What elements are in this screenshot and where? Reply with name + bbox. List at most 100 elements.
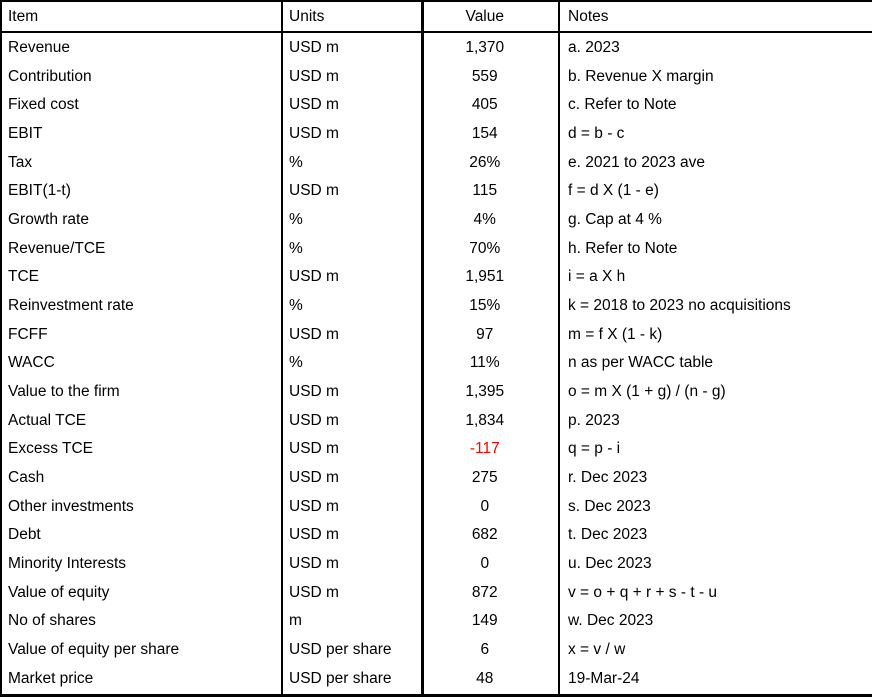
cell-units[interactable]: %	[282, 348, 424, 378]
cell-notes[interactable]: m = f X (1 - k)	[568, 325, 663, 343]
cell-units[interactable]: USD per share	[282, 635, 424, 665]
cell-item[interactable]: Reinvestment rate	[1, 291, 283, 321]
cell-units[interactable]: %	[282, 148, 424, 177]
cell-notes[interactable]: n as per WACC table	[568, 354, 714, 372]
cell-units[interactable]: USD m	[282, 492, 424, 522]
cell-units[interactable]: USD m	[282, 62, 424, 91]
cell-value[interactable]: 97	[422, 320, 560, 349]
cell-value[interactable]: 6	[422, 635, 560, 665]
cell-notes[interactable]: h. Refer to Note	[568, 239, 678, 257]
cell-notes[interactable]: c. Refer to Note	[568, 96, 677, 114]
cell-notes[interactable]: a. 2023	[568, 38, 620, 56]
cell-notes[interactable]: o = m X (1 + g) / (n - g)	[568, 382, 726, 400]
cell-item[interactable]: Growth rate	[1, 205, 283, 235]
cell-units[interactable]: USD m	[282, 406, 424, 435]
cell-notes[interactable]: x = v / w	[568, 641, 626, 659]
cell-item[interactable]: No of shares	[1, 607, 283, 636]
cell-value[interactable]: 0	[422, 492, 560, 522]
cell-notes[interactable]: w. Dec 2023	[568, 612, 654, 630]
table-row: Revenue USD m 1,370 a. 2023	[1, 32, 872, 63]
cell-value[interactable]: 0	[422, 549, 560, 579]
cell-value[interactable]: 70%	[422, 234, 560, 263]
cell-notes[interactable]: v = o + q + r + s - t - u	[568, 583, 718, 601]
cell-notes[interactable]: p. 2023	[568, 411, 620, 429]
cell-value[interactable]: 26%	[422, 148, 560, 177]
cell-units[interactable]: USD m	[282, 435, 424, 464]
cell-units[interactable]: USD m	[282, 578, 424, 608]
cell-units[interactable]: USD m	[282, 377, 424, 407]
cell-value[interactable]: 1,951	[422, 262, 560, 292]
cell-notes[interactable]: d = b - c	[568, 124, 625, 142]
cell-item[interactable]: Cash	[1, 463, 283, 493]
cell-notes[interactable]: q = p - i	[568, 440, 621, 458]
cell-item[interactable]: Revenue	[1, 32, 283, 63]
cell-item[interactable]: FCFF	[1, 320, 283, 349]
cell-item[interactable]: Actual TCE	[1, 406, 283, 435]
cell-notes[interactable]: 19-Mar-24	[568, 670, 640, 688]
cell-units[interactable]: USD m	[282, 119, 424, 149]
cell-notes[interactable]: r. Dec 2023	[568, 469, 648, 486]
cell-item[interactable]: TCE	[1, 262, 283, 292]
cell-value[interactable]: 872	[422, 578, 560, 608]
cell-value[interactable]: 15%	[422, 291, 560, 321]
cell-value[interactable]: 115	[422, 176, 560, 206]
cell-value[interactable]: 154	[422, 119, 560, 149]
table-row: WACC % 11% n as per WACC table	[1, 348, 872, 378]
cell-item[interactable]: Excess TCE	[1, 435, 283, 464]
cell-units[interactable]: USD m	[282, 549, 424, 579]
cell-value[interactable]: 1,834	[422, 406, 560, 435]
cell-value[interactable]: 275	[422, 463, 560, 493]
cell-notes[interactable]: s. Dec 2023	[568, 497, 651, 515]
cell-value[interactable]: 1,395	[422, 377, 560, 407]
cell-notes[interactable]: k = 2018 to 2023 no acquisitions	[568, 296, 791, 314]
cell-item[interactable]: WACC	[1, 348, 283, 378]
cell-item[interactable]: Minority Interests	[1, 549, 283, 579]
cell-item[interactable]: Tax	[1, 148, 283, 177]
cell-value[interactable]: 48	[422, 664, 560, 696]
cell-item[interactable]: Value to the firm	[1, 377, 283, 407]
cell-units[interactable]: %	[282, 205, 424, 235]
cell-units[interactable]: USD m	[282, 521, 424, 550]
header-cell-value[interactable]: Value	[422, 1, 560, 33]
cell-notes[interactable]: u. Dec 2023	[568, 555, 652, 573]
cell-notes[interactable]: b. Revenue X margin	[568, 67, 714, 85]
cell-value[interactable]: 4%	[422, 205, 560, 235]
table-row: No of shares m 149 w. Dec 2023	[1, 607, 872, 636]
cell-units[interactable]: USD m	[282, 176, 424, 206]
cell-units[interactable]: USD per share	[282, 664, 424, 696]
cell-notes[interactable]: t. Dec 2023	[568, 526, 648, 544]
cell-units[interactable]: m	[282, 607, 424, 636]
cell-value[interactable]: 11%	[422, 348, 560, 378]
cell-item[interactable]: EBIT	[1, 119, 283, 149]
cell-value[interactable]: 682	[422, 521, 560, 550]
cell-notes[interactable]: f = d X (1 - e)	[568, 182, 659, 200]
cell-item[interactable]: Other investments	[1, 492, 283, 522]
cell-units[interactable]: USD m	[282, 32, 424, 63]
cell-notes[interactable]: i = a X h	[568, 268, 626, 286]
cell-units[interactable]: USD m	[282, 320, 424, 349]
cell-item[interactable]: Value of equity	[1, 578, 283, 608]
cell-item[interactable]: Revenue/TCE	[1, 234, 283, 263]
cell-item[interactable]: Contribution	[1, 62, 283, 91]
cell-notes[interactable]: e. 2021 to 2023 ave	[568, 153, 706, 171]
cell-item[interactable]: Value of equity per share	[1, 635, 283, 665]
cell-item[interactable]: Fixed cost	[1, 90, 283, 120]
header-cell-notes[interactable]: Notes	[559, 1, 872, 33]
cell-units[interactable]: USD m	[282, 463, 424, 493]
cell-value[interactable]: 559	[422, 62, 560, 91]
cell-value[interactable]: 405	[422, 90, 560, 120]
cell-units[interactable]: %	[282, 234, 424, 263]
header-cell-units[interactable]: Units	[282, 1, 424, 33]
header-row: Item Units Value Notes	[1, 1, 872, 33]
cell-notes[interactable]: g. Cap at 4 %	[568, 210, 662, 228]
header-cell-item[interactable]: Item	[1, 1, 283, 33]
cell-value[interactable]: -117	[422, 435, 560, 464]
cell-value[interactable]: 149	[422, 607, 560, 636]
cell-units[interactable]: USD m	[282, 90, 424, 120]
cell-item[interactable]: Debt	[1, 521, 283, 550]
cell-value[interactable]: 1,370	[422, 32, 560, 63]
cell-item[interactable]: Market price	[1, 664, 283, 696]
cell-units[interactable]: %	[282, 291, 424, 321]
cell-units[interactable]: USD m	[282, 262, 424, 292]
cell-item[interactable]: EBIT(1-t)	[1, 176, 283, 206]
